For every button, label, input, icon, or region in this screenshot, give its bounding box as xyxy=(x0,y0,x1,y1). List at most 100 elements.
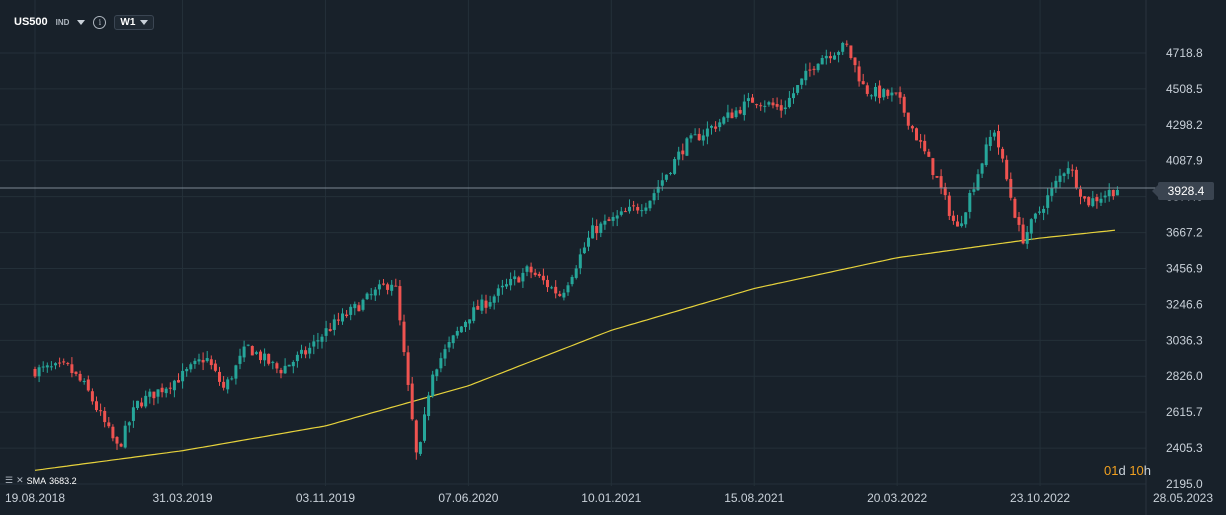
candle-body xyxy=(447,342,451,348)
candle xyxy=(480,294,484,315)
candle xyxy=(254,350,258,355)
candle xyxy=(849,45,853,60)
candle-body xyxy=(37,367,41,377)
candle-body xyxy=(623,211,627,213)
candle-body xyxy=(156,389,160,397)
candle-body xyxy=(476,305,480,310)
candle-body xyxy=(205,358,209,362)
candle-body xyxy=(591,225,595,239)
candle-body xyxy=(300,349,303,354)
candle-body xyxy=(779,105,783,111)
candle xyxy=(341,308,344,325)
candle xyxy=(336,312,340,326)
candle xyxy=(427,391,431,421)
candle xyxy=(800,78,804,90)
candle-body xyxy=(1062,173,1066,177)
candle-body xyxy=(136,400,139,409)
y-tick-label: 4508.5 xyxy=(1166,82,1203,96)
candle xyxy=(775,97,779,110)
candle xyxy=(451,334,455,349)
candle-body xyxy=(939,176,943,188)
candle-body xyxy=(185,368,189,372)
info-icon[interactable]: i xyxy=(93,15,107,29)
candle xyxy=(152,391,156,406)
candle-body xyxy=(562,292,566,298)
candle-body xyxy=(308,347,312,354)
candle-body xyxy=(607,219,611,221)
candle xyxy=(574,265,578,280)
settings-icon[interactable]: ☰ xyxy=(5,475,14,485)
candle xyxy=(943,182,947,200)
candle xyxy=(714,121,718,132)
candle-body xyxy=(386,284,390,290)
candle xyxy=(656,179,660,200)
candle xyxy=(1021,217,1025,245)
x-tick-label: 03.11.2019 xyxy=(296,491,355,505)
candle-body xyxy=(49,366,53,368)
candle xyxy=(767,100,771,107)
candle-body xyxy=(787,97,791,108)
candle-body xyxy=(898,92,902,98)
candle-body xyxy=(41,366,45,368)
candle-body xyxy=(468,319,472,324)
candle xyxy=(95,396,98,412)
candle-body xyxy=(1046,195,1050,208)
candle-body xyxy=(369,294,373,296)
candle-body xyxy=(923,140,927,152)
candle-body xyxy=(492,296,496,303)
candle xyxy=(1079,185,1082,205)
chevron-down-icon[interactable] xyxy=(77,19,86,25)
candle-body xyxy=(869,95,873,97)
candle-body xyxy=(140,402,144,407)
timeframe-selector[interactable]: W1 xyxy=(114,14,155,30)
chart-toolbar: US500 IND i W1 xyxy=(14,12,155,32)
candle-body xyxy=(660,180,664,186)
candle xyxy=(980,162,984,178)
candle xyxy=(591,217,595,239)
candle-body xyxy=(341,313,344,322)
candle-body xyxy=(714,126,718,129)
candle-body xyxy=(808,69,812,71)
candle-body xyxy=(980,163,984,174)
candle-body xyxy=(894,92,898,94)
close-icon[interactable]: ✕ xyxy=(16,475,24,485)
candle xyxy=(812,66,816,76)
candle-body xyxy=(82,380,86,383)
candle xyxy=(824,49,828,65)
candle xyxy=(595,219,599,241)
candle-body xyxy=(480,299,484,311)
candle-body xyxy=(410,383,414,420)
candle-body xyxy=(628,206,631,212)
candle xyxy=(771,97,775,109)
candle-body xyxy=(267,353,271,364)
candle-body xyxy=(472,307,476,321)
candle-body xyxy=(328,329,332,331)
candle-body xyxy=(910,126,914,129)
candle xyxy=(927,148,931,158)
candle-body xyxy=(828,56,832,59)
candle-body xyxy=(529,266,533,273)
candle xyxy=(533,268,537,277)
candle-body xyxy=(824,55,828,59)
sma-legend[interactable]: ☰ ✕ SMA 3683.2 xyxy=(5,475,77,486)
candle-body xyxy=(263,353,267,361)
candle xyxy=(197,353,201,365)
candle xyxy=(513,270,517,286)
candle-body xyxy=(271,361,275,363)
candle xyxy=(353,301,357,316)
candle-body xyxy=(70,364,74,374)
candle-body xyxy=(521,272,525,282)
candle-body xyxy=(669,172,672,174)
candle-body xyxy=(1103,195,1107,198)
candle xyxy=(119,442,123,448)
candle xyxy=(115,436,119,450)
candle-body xyxy=(578,254,582,269)
candle xyxy=(172,379,176,398)
symbol-label[interactable]: US500 xyxy=(14,16,48,28)
x-tick-label: 23.10.2022 xyxy=(1010,491,1070,505)
y-tick-label: 2195.0 xyxy=(1166,477,1203,491)
candle xyxy=(66,361,70,366)
candle-body xyxy=(849,45,853,59)
candle-body xyxy=(947,195,951,216)
